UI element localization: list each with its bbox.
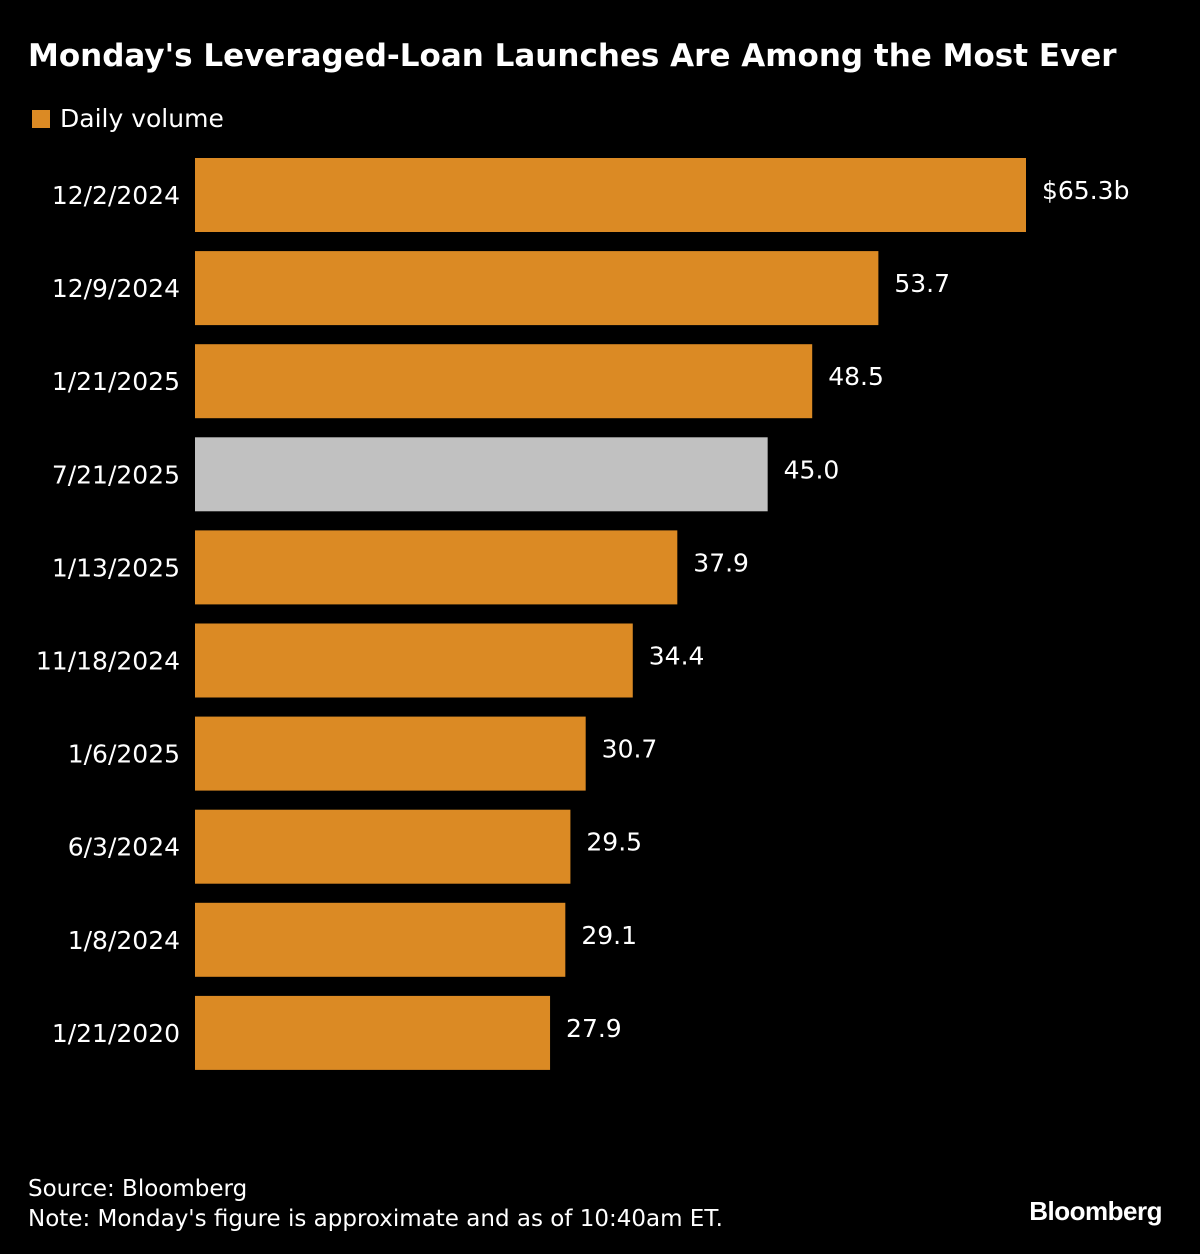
bar-8 <box>195 902 566 977</box>
chart-title: Monday's Leveraged-Loan Launches Are Amo… <box>28 38 1117 74</box>
bar-2 <box>195 344 813 419</box>
bar-3 <box>195 437 768 512</box>
category-label-8: 1/8/2024 <box>68 926 180 955</box>
value-label-0: $65.3b <box>1042 176 1129 205</box>
value-label-3: 45.0 <box>784 455 840 484</box>
bar-chart: 12/2/2024 $65.3b 12/9/2024 53.7 1/21/2025 48.… <box>36 158 1129 1070</box>
value-label-7: 29.5 <box>586 828 642 857</box>
value-label-2: 48.5 <box>828 362 884 391</box>
category-label-6: 1/6/2025 <box>68 740 180 769</box>
value-label-5: 34.4 <box>649 642 705 671</box>
footer: Source: Bloomberg Note: Monday's figure … <box>28 1174 723 1234</box>
category-label-5: 11/18/2024 <box>36 647 180 676</box>
category-label-1: 12/9/2024 <box>52 274 180 303</box>
bar-5 <box>195 623 633 698</box>
value-label-1: 53.7 <box>894 269 950 298</box>
category-label-7: 6/3/2024 <box>68 833 180 862</box>
category-label-2: 1/21/2025 <box>52 367 180 396</box>
bar-0 <box>195 158 1026 232</box>
category-label-3: 7/21/2025 <box>52 460 180 489</box>
value-label-8: 29.1 <box>581 921 637 950</box>
category-label-4: 1/13/2025 <box>52 553 180 582</box>
footnote: Note: Monday's figure is approximate and… <box>28 1206 723 1232</box>
bloomberg-logo: Bloomberg <box>1029 1196 1162 1226</box>
bar-4 <box>195 530 678 605</box>
value-label-9: 27.9 <box>566 1014 622 1043</box>
legend-swatch <box>32 109 50 128</box>
value-label-6: 30.7 <box>602 735 658 764</box>
category-label-0: 12/2/2024 <box>52 181 180 210</box>
bar-1 <box>195 251 879 326</box>
category-label-9: 1/21/2020 <box>52 1019 180 1048</box>
legend-label: Daily volume <box>60 104 224 133</box>
bar-7 <box>195 809 571 884</box>
value-label-4: 37.9 <box>693 548 749 577</box>
legend: Daily volume <box>32 104 224 133</box>
bar-6 <box>195 716 586 791</box>
source-note: Source: Bloomberg <box>28 1176 248 1202</box>
bar-9 <box>195 995 551 1070</box>
